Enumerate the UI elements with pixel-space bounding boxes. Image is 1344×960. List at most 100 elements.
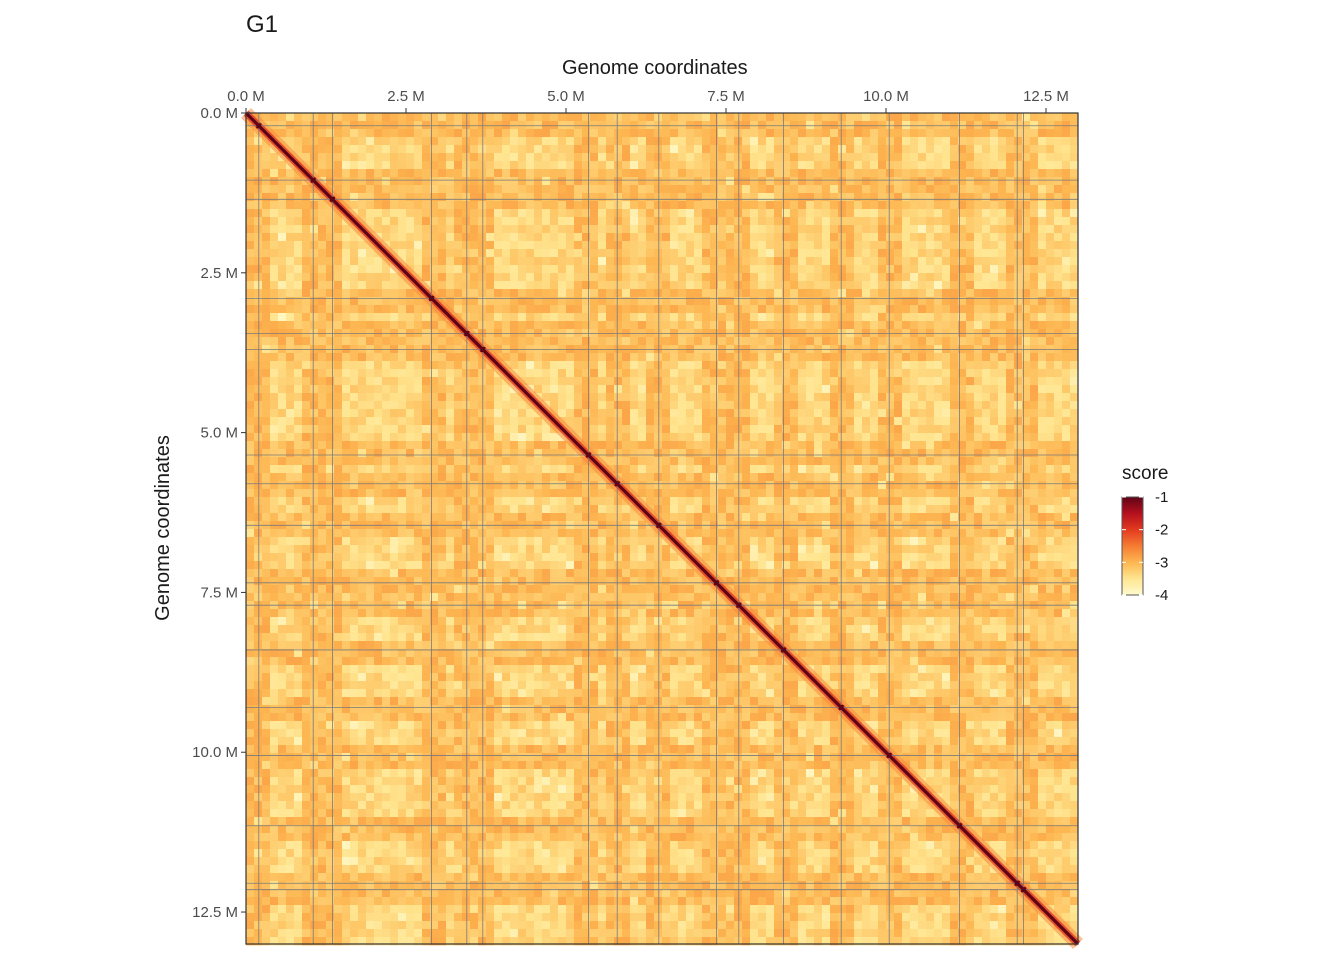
heatmap-cell bbox=[494, 609, 503, 618]
heatmap-cell bbox=[358, 385, 367, 394]
heatmap-cell bbox=[262, 257, 271, 266]
heatmap-cell bbox=[278, 201, 287, 210]
heatmap-cell bbox=[374, 337, 383, 346]
heatmap-cell bbox=[598, 113, 607, 122]
heatmap-cell bbox=[262, 449, 271, 458]
heatmap-cell bbox=[358, 817, 367, 826]
heatmap-cell bbox=[422, 809, 431, 818]
heatmap-cell bbox=[550, 361, 559, 370]
heatmap-cell bbox=[550, 801, 559, 810]
heatmap-cell bbox=[334, 681, 343, 690]
heatmap-cell bbox=[454, 729, 463, 738]
heatmap-cell bbox=[326, 241, 335, 250]
heatmap-cell bbox=[350, 785, 359, 794]
heatmap-cell bbox=[286, 505, 295, 514]
heatmap-cell bbox=[558, 649, 567, 658]
heatmap-cell bbox=[590, 913, 599, 922]
heatmap-cell bbox=[246, 745, 255, 754]
heatmap-cell bbox=[286, 665, 295, 674]
heatmap-cell bbox=[398, 665, 407, 674]
heatmap-cell bbox=[494, 569, 503, 578]
heatmap-cell bbox=[334, 649, 343, 658]
heatmap-cell bbox=[470, 233, 479, 242]
heatmap-cell bbox=[382, 449, 391, 458]
heatmap-cell bbox=[246, 289, 255, 298]
heatmap-cell bbox=[534, 897, 543, 906]
heatmap-cell bbox=[358, 297, 367, 306]
heatmap-cell bbox=[390, 785, 399, 794]
heatmap-cell bbox=[406, 697, 415, 706]
heatmap-cell bbox=[598, 121, 607, 130]
heatmap-cell bbox=[462, 697, 471, 706]
heatmap-cell bbox=[398, 353, 407, 362]
heatmap-cell bbox=[366, 121, 375, 130]
heatmap-cell bbox=[622, 513, 631, 522]
heatmap-cell bbox=[334, 457, 343, 466]
heatmap-cell bbox=[350, 505, 359, 514]
heatmap-cell bbox=[550, 273, 559, 282]
heatmap-cell bbox=[574, 417, 583, 426]
heatmap-cell bbox=[342, 641, 351, 650]
heatmap-cell bbox=[270, 265, 279, 274]
heatmap-cell bbox=[590, 649, 599, 658]
heatmap-cell bbox=[478, 857, 487, 866]
heatmap-cell bbox=[542, 297, 551, 306]
heatmap-cell bbox=[550, 793, 559, 802]
heatmap-cell bbox=[366, 545, 375, 554]
heatmap-cell bbox=[358, 649, 367, 658]
heatmap-cell bbox=[366, 497, 375, 506]
heatmap-cell bbox=[622, 929, 631, 938]
heatmap-cell bbox=[246, 545, 255, 554]
heatmap-cell bbox=[270, 193, 279, 202]
heatmap-cell bbox=[254, 777, 263, 786]
heatmap-cell bbox=[622, 769, 631, 778]
heatmap-cell bbox=[622, 185, 631, 194]
heatmap-cell bbox=[614, 889, 623, 898]
heatmap-cell bbox=[462, 857, 471, 866]
heatmap-cell bbox=[406, 769, 415, 778]
heatmap-cell bbox=[486, 753, 495, 762]
heatmap-cell bbox=[326, 161, 335, 170]
heatmap-cell bbox=[598, 593, 607, 602]
heatmap-cell bbox=[614, 609, 623, 618]
heatmap-cell bbox=[574, 841, 583, 850]
heatmap-cell bbox=[446, 513, 455, 522]
heatmap-cell bbox=[494, 841, 503, 850]
heatmap-cell bbox=[414, 889, 423, 898]
heatmap-cell bbox=[358, 281, 367, 290]
heatmap-cell bbox=[574, 849, 583, 858]
heatmap-cell bbox=[598, 857, 607, 866]
heatmap-cell bbox=[582, 921, 591, 930]
heatmap-cell bbox=[358, 361, 367, 370]
heatmap-cell bbox=[302, 809, 311, 818]
heatmap-cell bbox=[542, 657, 551, 666]
heatmap-cell bbox=[390, 689, 399, 698]
heatmap-cell bbox=[534, 529, 543, 538]
heatmap-cell bbox=[454, 937, 463, 946]
heatmap-cell bbox=[286, 473, 295, 482]
heatmap-cell bbox=[422, 249, 431, 258]
heatmap-cell bbox=[246, 617, 255, 626]
heatmap-cell bbox=[278, 665, 287, 674]
heatmap-cell bbox=[318, 705, 327, 714]
heatmap-cell bbox=[502, 337, 511, 346]
heatmap-cell bbox=[622, 313, 631, 322]
heatmap-cell bbox=[478, 217, 487, 226]
heatmap-cell bbox=[614, 465, 623, 474]
heatmap-cell bbox=[534, 841, 543, 850]
heatmap-cell bbox=[590, 761, 599, 770]
heatmap-cell bbox=[566, 545, 575, 554]
heatmap-cell bbox=[406, 313, 415, 322]
heatmap-cell bbox=[478, 905, 487, 914]
heatmap-cell bbox=[494, 937, 503, 946]
heatmap-cell bbox=[534, 585, 543, 594]
heatmap-cell bbox=[446, 873, 455, 882]
heatmap-cell bbox=[614, 417, 623, 426]
heatmap-cell bbox=[374, 481, 383, 490]
heatmap-cell bbox=[550, 209, 559, 218]
heatmap-cell bbox=[438, 233, 447, 242]
heatmap-cell bbox=[494, 857, 503, 866]
heatmap-cell bbox=[606, 809, 615, 818]
heatmap-cell bbox=[598, 377, 607, 386]
heatmap-cell bbox=[430, 785, 439, 794]
